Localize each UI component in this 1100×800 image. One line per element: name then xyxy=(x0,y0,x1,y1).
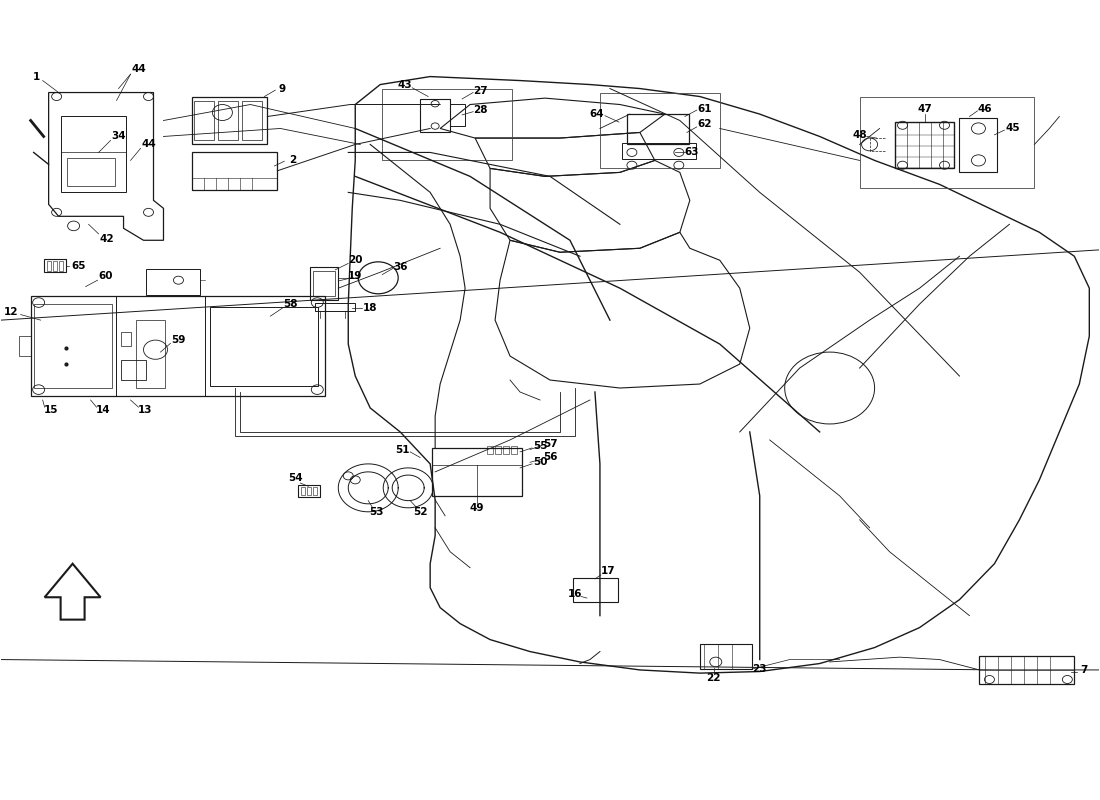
Bar xyxy=(979,655,1075,683)
Bar xyxy=(450,104,465,126)
Bar xyxy=(432,448,522,496)
Text: 57: 57 xyxy=(542,439,558,449)
Bar xyxy=(58,261,63,270)
Bar xyxy=(121,332,131,346)
Bar xyxy=(53,261,56,270)
Bar xyxy=(314,270,336,296)
Text: 12: 12 xyxy=(3,307,18,317)
Text: 1: 1 xyxy=(33,71,41,82)
Text: 53: 53 xyxy=(368,507,384,517)
Bar xyxy=(301,487,306,495)
Bar xyxy=(512,446,517,454)
Bar xyxy=(573,578,618,602)
Text: 9: 9 xyxy=(278,83,286,94)
Bar xyxy=(487,446,493,454)
Text: 17: 17 xyxy=(601,566,615,576)
Bar xyxy=(621,143,696,159)
Text: 15: 15 xyxy=(43,406,58,415)
Text: 43: 43 xyxy=(398,79,412,90)
Text: 58: 58 xyxy=(283,299,298,309)
Text: 47: 47 xyxy=(917,103,932,114)
Text: 22: 22 xyxy=(706,673,721,683)
Text: 23: 23 xyxy=(752,664,767,674)
Bar xyxy=(503,446,509,454)
Text: 20: 20 xyxy=(348,255,363,266)
Bar xyxy=(382,89,512,161)
Text: 36: 36 xyxy=(393,262,407,272)
Bar xyxy=(31,296,326,396)
Text: 48: 48 xyxy=(852,130,867,140)
Text: 55: 55 xyxy=(532,442,548,451)
Bar xyxy=(46,261,51,270)
Bar xyxy=(894,122,955,169)
Bar xyxy=(195,101,214,141)
Text: 49: 49 xyxy=(470,503,484,513)
Text: 52: 52 xyxy=(412,507,428,517)
Bar xyxy=(700,643,751,669)
Bar xyxy=(298,485,320,498)
Bar xyxy=(495,446,502,454)
Text: 65: 65 xyxy=(72,261,86,271)
Bar xyxy=(310,266,339,300)
Bar xyxy=(420,99,450,133)
Text: 60: 60 xyxy=(98,271,113,282)
Text: 27: 27 xyxy=(473,86,487,96)
Text: 56: 56 xyxy=(542,453,558,462)
Bar xyxy=(316,303,355,311)
Text: 59: 59 xyxy=(172,335,186,345)
Bar xyxy=(307,487,311,495)
Text: 42: 42 xyxy=(99,234,114,244)
Text: 7: 7 xyxy=(1080,665,1088,675)
Text: 46: 46 xyxy=(977,103,992,114)
Text: 28: 28 xyxy=(473,105,487,115)
Text: 44: 44 xyxy=(131,63,146,74)
Bar xyxy=(859,97,1034,188)
Bar xyxy=(600,93,719,169)
Bar xyxy=(67,158,114,186)
Bar xyxy=(242,101,263,141)
Text: 19: 19 xyxy=(348,271,362,282)
Text: 45: 45 xyxy=(1005,123,1020,134)
Text: 50: 50 xyxy=(532,458,548,467)
Bar xyxy=(192,97,267,145)
Bar xyxy=(44,259,66,272)
Text: 51: 51 xyxy=(395,445,409,454)
Text: 14: 14 xyxy=(97,406,111,415)
Bar xyxy=(314,487,317,495)
Bar xyxy=(145,269,200,294)
Text: 18: 18 xyxy=(363,303,377,313)
Text: 34: 34 xyxy=(111,131,125,142)
Bar xyxy=(192,152,277,190)
Text: 13: 13 xyxy=(139,406,153,415)
Text: 2: 2 xyxy=(288,154,296,165)
Text: 62: 62 xyxy=(697,119,712,130)
Text: 61: 61 xyxy=(697,103,712,114)
Bar xyxy=(219,101,239,141)
Bar xyxy=(121,360,145,380)
Bar xyxy=(60,117,125,192)
Bar xyxy=(210,306,318,386)
Text: 16: 16 xyxy=(568,589,582,599)
Bar xyxy=(19,336,31,356)
Text: 63: 63 xyxy=(684,147,700,158)
Bar xyxy=(959,118,998,172)
Text: 64: 64 xyxy=(590,109,604,119)
Text: 44: 44 xyxy=(141,139,156,150)
Bar xyxy=(135,320,165,388)
Text: 54: 54 xyxy=(288,474,302,483)
Bar xyxy=(34,304,111,388)
Bar xyxy=(627,114,689,145)
